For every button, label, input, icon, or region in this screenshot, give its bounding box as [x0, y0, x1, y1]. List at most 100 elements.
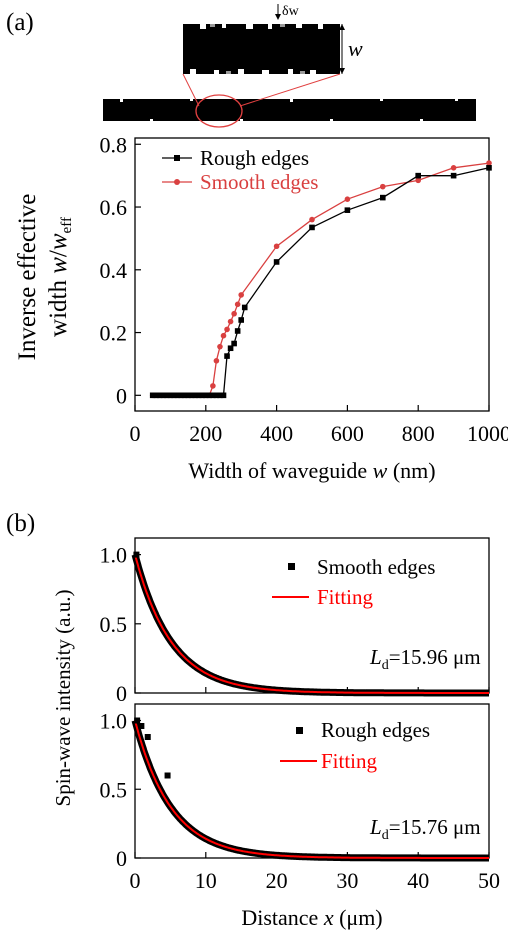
panel-a-label: (a) [6, 9, 34, 36]
rough-data-point [156, 392, 163, 399]
outlier-data-point [144, 734, 151, 740]
rough-data-point [203, 392, 209, 399]
legend-fitting-b2-label: Fitting [321, 749, 378, 773]
smooth-data-point [213, 357, 220, 364]
smooth-data-point [231, 310, 237, 317]
fitting-curve [134, 554, 489, 694]
smooth-data-point [309, 216, 315, 223]
smooth-data-point [486, 160, 492, 166]
rough-data-point [153, 392, 160, 399]
xtick-label: 1000 [467, 421, 508, 446]
smooth-data-point [450, 165, 457, 171]
zoomed-waveguide [183, 24, 340, 74]
xtick-label: 30 [336, 868, 358, 893]
smooth-data-point [224, 326, 230, 333]
panel-b-label: (b) [6, 510, 35, 537]
xtick-label: 50 [478, 868, 500, 893]
rough-data-point [227, 345, 234, 352]
rough-data-point [344, 207, 351, 213]
ytick-label: 0.8 [100, 132, 128, 157]
rough-data-point [210, 392, 216, 399]
smooth-data-point [210, 383, 216, 389]
chart-a-legend: Rough edges Smooth edges [162, 146, 318, 194]
legend-rough-label: Rough edges [200, 146, 309, 170]
ytick-label: 0 [116, 383, 127, 408]
chart-a-series [149, 160, 492, 399]
waveguide-inset: δw w [103, 4, 476, 128]
chart-b-bottom-series [131, 717, 492, 862]
chart-b-top: 0 0.5 1.0 Smooth edges Fitting Ld=15.96 μm [100, 537, 492, 706]
ytick-label: 0.5 [100, 777, 128, 802]
rough-data-point [178, 392, 184, 399]
ytick-label: 0 [116, 681, 127, 706]
fitting-curve [134, 720, 489, 859]
outlier-data-point [133, 551, 140, 558]
w-label: w [348, 36, 363, 61]
chart-a-yticks: 0 0.2 0.4 0.6 0.8 [100, 132, 141, 408]
rough-data-point [224, 353, 230, 359]
chart-b-top-legend: Smooth edges Fitting [272, 555, 435, 609]
chart-b-xlabel: Distance x (μm) [241, 905, 382, 930]
legend-fitting-b1-label: Fitting [317, 585, 374, 609]
xtick-label: 400 [260, 421, 293, 446]
chart-b-top-series [131, 551, 492, 697]
rough-data-point [206, 392, 213, 399]
chart-a: 0 0.2 0.4 0.6 0.8 0 200 400 600 800 1000 Rough ed… [14, 132, 508, 483]
rough-data-point [164, 392, 170, 399]
rough-data-point [185, 392, 191, 399]
chart-a-ylabel-line2: width w/weff [45, 217, 75, 337]
chart-b-bottom: 00.51.0 0 10 20 30 40 50 Rough edges Fitting … [100, 703, 500, 893]
chart-b-bottom-yticks: 0 0.5 1.0 [100, 709, 141, 871]
rough-data-point [309, 224, 315, 231]
outlier-data-point [138, 723, 145, 729]
smooth-data-point [227, 318, 234, 325]
xtick-label: 600 [331, 421, 364, 446]
rough-data-point [188, 392, 195, 399]
rough-data-point [231, 340, 237, 347]
smooth-data-point [273, 243, 280, 250]
rough-data-point [217, 392, 223, 399]
rough-data-point [415, 172, 421, 179]
smooth-data-point [380, 183, 386, 190]
ytick-label: 1.0 [100, 709, 128, 734]
rough-data-point [195, 392, 202, 399]
chart-b-bottom-legend: Rough edges Fitting [280, 718, 430, 773]
chart-b-top-yticks: 0 0.5 1.0 [100, 543, 141, 706]
xtick-label: 20 [266, 868, 288, 893]
rough-data-point [238, 317, 244, 323]
xtick-label: 10 [195, 868, 217, 893]
rough-data-point [181, 392, 188, 399]
rough-data-point [273, 259, 280, 265]
rough-data-point [220, 392, 227, 399]
ytick-label: 0.5 [100, 612, 128, 637]
smooth-series-line [152, 162, 490, 396]
xtick-label: 200 [189, 421, 222, 446]
rough-data-point [149, 392, 156, 399]
rough-data-point [380, 194, 386, 201]
xtick-label: 40 [407, 868, 429, 893]
dw-label: δw [282, 4, 300, 19]
measured-data-band [131, 553, 492, 697]
rough-data-point [171, 392, 177, 399]
smooth-data-point [415, 177, 422, 184]
ytick-label: 0.4 [100, 258, 128, 283]
decay-length-b2: Ld=15.76 μm [369, 815, 481, 843]
xtick-label: 0 [130, 421, 141, 446]
rough-data-point [234, 328, 241, 334]
chart-a-ylabel-line1: Inverse effective [14, 194, 41, 361]
legend-rough-b-label: Rough edges [321, 718, 430, 742]
zoom-region [195, 94, 243, 128]
rough-data-point [241, 304, 248, 311]
smooth-data-point [238, 292, 244, 298]
rough-data-point [213, 392, 220, 399]
rough-data-point [174, 392, 181, 399]
chart-b-ylabel: Spin-wave intensity (a.u.) [51, 590, 75, 807]
ytick-label: 0 [116, 846, 127, 871]
smooth-data-point [344, 196, 351, 202]
xtick-label: 800 [402, 421, 435, 446]
rough-data-point [486, 165, 492, 171]
xtick-label: 0 [130, 868, 141, 893]
chart-b-top-frame [134, 537, 490, 694]
chart-a-xlabel: Width of waveguide w (nm) [188, 458, 435, 483]
